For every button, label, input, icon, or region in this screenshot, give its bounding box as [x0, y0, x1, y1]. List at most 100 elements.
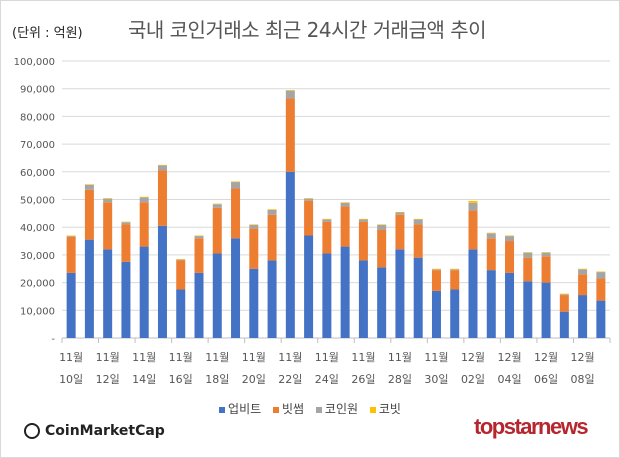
bar-segment-upbit	[66, 272, 76, 338]
bar-segment-upbit	[486, 270, 496, 338]
bar-segment-upbit	[84, 239, 94, 338]
bar-segment-bithumb	[121, 224, 131, 262]
bar-segment-upbit	[541, 282, 551, 338]
x-tick-label-month: 11월	[205, 351, 229, 364]
x-tick-label-day: 28일	[388, 372, 412, 386]
x-tick-label-day: 20일	[242, 372, 266, 386]
bar-segment-coinone	[559, 294, 569, 296]
bar-segment-coinone	[395, 212, 405, 215]
y-tick-label: 50,000	[20, 196, 55, 207]
y-tick-label: 60,000	[20, 168, 55, 179]
x-tick-label-day: 16일	[169, 372, 193, 386]
bar-segment-korbit	[450, 268, 460, 270]
bar-segment-bithumb	[267, 214, 277, 261]
bar-segment-korbit	[322, 218, 332, 220]
bar-segment-bithumb	[486, 238, 496, 271]
bar-segment-upbit	[523, 281, 533, 338]
legend-swatch	[315, 406, 322, 413]
coinmarketcap-logo: CoinMarketCap	[24, 423, 165, 439]
x-tick-label-month: 12월	[497, 351, 521, 364]
bar-segment-bithumb	[450, 270, 460, 290]
legend: 업비트 빗썸 코인원 코빗	[0, 400, 620, 417]
bar-segment-korbit	[505, 235, 515, 237]
bar-segment-coinone	[340, 202, 350, 207]
legend-swatch	[369, 406, 376, 413]
x-tick-label-month: 12월	[534, 351, 558, 364]
bar-segment-bithumb	[304, 200, 314, 236]
x-tick-label-month: 11월	[351, 351, 375, 364]
bar-segment-upbit	[157, 225, 167, 338]
bar-segment-coinone	[249, 224, 259, 229]
legend-label: 빗썸	[281, 402, 305, 416]
bar-segment-coinone	[157, 165, 167, 171]
coinmarketcap-icon	[24, 423, 40, 439]
bar-segment-bithumb	[66, 236, 76, 273]
bar-segment-bithumb	[431, 270, 441, 291]
bar-segment-korbit	[194, 235, 204, 237]
bar-segment-upbit	[358, 260, 368, 338]
bar-segment-bithumb	[285, 98, 295, 172]
x-tick-label-day: 02일	[461, 372, 485, 386]
bar-segment-korbit	[413, 218, 423, 220]
bar-segment-coinone	[541, 252, 551, 257]
y-tick-label: 80,000	[20, 112, 55, 123]
y-tick-label: 30,000	[20, 251, 55, 262]
x-tick-label-month: 11월	[59, 351, 83, 364]
bar-segment-upbit	[249, 268, 259, 338]
bar-segment-korbit	[231, 181, 241, 183]
bar-segment-korbit	[157, 164, 167, 166]
y-tick-label: 40,000	[20, 223, 55, 234]
bar-segment-korbit	[139, 196, 149, 198]
bar-segment-korbit	[340, 202, 350, 203]
bar-segment-coinone	[121, 222, 131, 225]
bar-segment-korbit	[121, 221, 131, 223]
bar-segment-korbit	[249, 224, 259, 225]
y-tick-label: 100,000	[14, 57, 55, 68]
x-tick-label-month: 11월	[315, 351, 339, 364]
bar-segment-korbit	[395, 211, 405, 213]
x-tick-label-month: 12월	[461, 351, 485, 364]
bar-segment-bithumb	[505, 241, 515, 273]
bar-segment-coinone	[84, 184, 94, 190]
bar-segment-coinone	[139, 197, 149, 203]
x-tick-label-day: 26일	[351, 372, 375, 386]
bar-segment-korbit	[212, 203, 222, 205]
bar-segment-coinone	[194, 236, 204, 239]
bar-segment-upbit	[505, 272, 515, 338]
chart-title: 국내 코인거래소 최근 24시간 거래금액 추이	[128, 18, 487, 42]
x-tick-label-day: 10일	[59, 372, 83, 386]
x-tick-label-day: 06일	[534, 372, 558, 386]
bar-segment-bithumb	[322, 221, 332, 254]
bar-segment-upbit	[176, 289, 186, 338]
bar-segment-upbit	[212, 253, 222, 338]
bar-segment-korbit	[523, 252, 533, 253]
bar-segment-bithumb	[377, 229, 387, 268]
bar-segment-bithumb	[84, 189, 94, 240]
bar-segment-coinone	[358, 219, 368, 222]
bar-segment-upbit	[395, 249, 405, 338]
y-tick-label: -	[51, 334, 55, 345]
bar-segment-korbit	[358, 218, 368, 220]
x-tick-label-day: 30일	[424, 372, 448, 386]
x-tick-label-day: 24일	[315, 372, 339, 386]
bar-segment-upbit	[285, 171, 295, 338]
bar-segment-bithumb	[194, 238, 204, 273]
legend-item-bithumb: 빗썸	[272, 402, 305, 416]
bar-segment-coinone	[212, 204, 222, 208]
bar-segment-upbit	[431, 290, 441, 338]
bar-segment-korbit	[559, 293, 569, 295]
x-tick-label-day: 18일	[205, 372, 229, 386]
bar-segment-bithumb	[249, 228, 259, 269]
bar-segment-bithumb	[559, 295, 569, 312]
bar-segment-bithumb	[139, 202, 149, 247]
y-tick-label: 90,000	[20, 85, 55, 96]
bar-segment-upbit	[139, 246, 149, 338]
legend-item-korbit: 코빗	[369, 402, 401, 416]
bar-segment-bithumb	[413, 224, 423, 258]
bar-segment-upbit	[559, 311, 569, 338]
bar-segment-upbit	[596, 300, 606, 338]
coinmarketcap-text: CoinMarketCap	[45, 423, 165, 439]
bar-segment-upbit	[340, 246, 350, 338]
bar-segment-korbit	[285, 90, 295, 91]
bar-segment-coinone	[505, 236, 515, 242]
